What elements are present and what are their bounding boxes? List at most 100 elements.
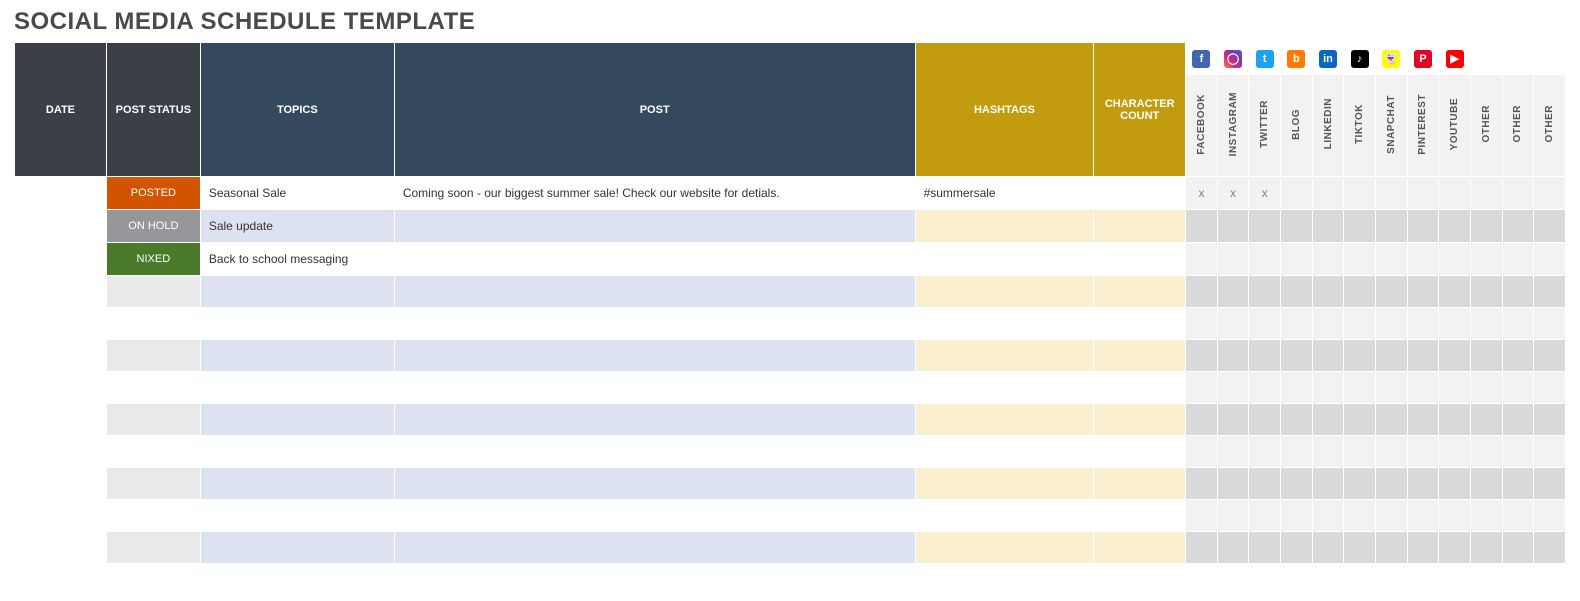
cell-tiktok[interactable] — [1344, 243, 1376, 276]
cell-hashtags[interactable] — [915, 276, 1094, 308]
cell-topic[interactable] — [200, 500, 394, 532]
cell-other3[interactable] — [1534, 532, 1566, 564]
cell-post[interactable] — [394, 372, 915, 404]
cell-other1[interactable] — [1470, 404, 1502, 436]
cell-snapchat[interactable] — [1375, 177, 1407, 210]
cell-hashtags[interactable] — [915, 372, 1094, 404]
cell-facebook[interactable] — [1186, 340, 1218, 372]
cell-instagram[interactable] — [1217, 308, 1249, 340]
cell-other1[interactable] — [1470, 210, 1502, 243]
cell-youtube[interactable] — [1439, 500, 1471, 532]
cell-twitter[interactable] — [1249, 436, 1281, 468]
cell-youtube[interactable] — [1439, 210, 1471, 243]
cell-facebook[interactable] — [1186, 436, 1218, 468]
cell-pinterest[interactable] — [1407, 276, 1439, 308]
cell-post[interactable] — [394, 404, 915, 436]
cell-date[interactable] — [15, 372, 107, 404]
cell-twitter[interactable] — [1249, 308, 1281, 340]
cell-hashtags[interactable] — [915, 308, 1094, 340]
cell-status[interactable] — [106, 340, 200, 372]
cell-char-count[interactable] — [1094, 436, 1186, 468]
cell-date[interactable] — [15, 243, 107, 276]
cell-tiktok[interactable] — [1344, 404, 1376, 436]
cell-twitter[interactable] — [1249, 276, 1281, 308]
cell-blog[interactable] — [1281, 177, 1313, 210]
cell-other1[interactable] — [1470, 276, 1502, 308]
cell-snapchat[interactable] — [1375, 276, 1407, 308]
cell-snapchat[interactable] — [1375, 340, 1407, 372]
cell-blog[interactable] — [1281, 468, 1313, 500]
cell-linkedin[interactable] — [1312, 500, 1344, 532]
cell-other2[interactable] — [1502, 243, 1534, 276]
cell-snapchat[interactable] — [1375, 372, 1407, 404]
cell-youtube[interactable] — [1439, 243, 1471, 276]
cell-topic[interactable] — [200, 308, 394, 340]
cell-instagram[interactable] — [1217, 436, 1249, 468]
cell-linkedin[interactable] — [1312, 404, 1344, 436]
cell-instagram[interactable]: x — [1217, 177, 1249, 210]
cell-other3[interactable] — [1534, 468, 1566, 500]
cell-tiktok[interactable] — [1344, 436, 1376, 468]
cell-hashtags[interactable] — [915, 500, 1094, 532]
cell-blog[interactable] — [1281, 500, 1313, 532]
cell-other1[interactable] — [1470, 372, 1502, 404]
cell-blog[interactable] — [1281, 404, 1313, 436]
cell-status[interactable] — [106, 372, 200, 404]
cell-other3[interactable] — [1534, 276, 1566, 308]
cell-post[interactable] — [394, 308, 915, 340]
cell-date[interactable] — [15, 436, 107, 468]
cell-snapchat[interactable] — [1375, 308, 1407, 340]
cell-hashtags[interactable] — [915, 468, 1094, 500]
cell-blog[interactable] — [1281, 340, 1313, 372]
cell-hashtags[interactable] — [915, 340, 1094, 372]
cell-other2[interactable] — [1502, 276, 1534, 308]
cell-other2[interactable] — [1502, 500, 1534, 532]
cell-other1[interactable] — [1470, 177, 1502, 210]
cell-twitter[interactable]: x — [1249, 177, 1281, 210]
cell-blog[interactable] — [1281, 210, 1313, 243]
cell-linkedin[interactable] — [1312, 308, 1344, 340]
cell-linkedin[interactable] — [1312, 436, 1344, 468]
cell-date[interactable] — [15, 210, 107, 243]
cell-linkedin[interactable] — [1312, 177, 1344, 210]
cell-status[interactable] — [106, 532, 200, 564]
cell-twitter[interactable] — [1249, 243, 1281, 276]
cell-facebook[interactable] — [1186, 210, 1218, 243]
cell-hashtags[interactable]: #summersale — [915, 177, 1094, 210]
cell-status[interactable]: ON HOLD — [106, 210, 200, 243]
cell-topic[interactable] — [200, 532, 394, 564]
cell-topic[interactable] — [200, 276, 394, 308]
cell-char-count[interactable] — [1094, 210, 1186, 243]
cell-hashtags[interactable] — [915, 243, 1094, 276]
cell-other2[interactable] — [1502, 372, 1534, 404]
cell-status[interactable]: NIXED — [106, 243, 200, 276]
cell-post[interactable] — [394, 436, 915, 468]
cell-tiktok[interactable] — [1344, 276, 1376, 308]
cell-other2[interactable] — [1502, 436, 1534, 468]
cell-date[interactable] — [15, 177, 107, 210]
cell-pinterest[interactable] — [1407, 308, 1439, 340]
cell-facebook[interactable] — [1186, 404, 1218, 436]
cell-other1[interactable] — [1470, 243, 1502, 276]
cell-other1[interactable] — [1470, 500, 1502, 532]
cell-post[interactable] — [394, 210, 915, 243]
cell-twitter[interactable] — [1249, 532, 1281, 564]
cell-facebook[interactable] — [1186, 468, 1218, 500]
cell-linkedin[interactable] — [1312, 210, 1344, 243]
cell-instagram[interactable] — [1217, 243, 1249, 276]
cell-char-count[interactable] — [1094, 404, 1186, 436]
cell-instagram[interactable] — [1217, 210, 1249, 243]
cell-other2[interactable] — [1502, 177, 1534, 210]
cell-status[interactable] — [106, 436, 200, 468]
cell-youtube[interactable] — [1439, 532, 1471, 564]
cell-date[interactable] — [15, 468, 107, 500]
cell-youtube[interactable] — [1439, 177, 1471, 210]
cell-char-count[interactable] — [1094, 500, 1186, 532]
cell-instagram[interactable] — [1217, 276, 1249, 308]
cell-youtube[interactable] — [1439, 340, 1471, 372]
cell-pinterest[interactable] — [1407, 500, 1439, 532]
cell-other1[interactable] — [1470, 340, 1502, 372]
cell-char-count[interactable] — [1094, 372, 1186, 404]
cell-twitter[interactable] — [1249, 340, 1281, 372]
cell-other3[interactable] — [1534, 436, 1566, 468]
